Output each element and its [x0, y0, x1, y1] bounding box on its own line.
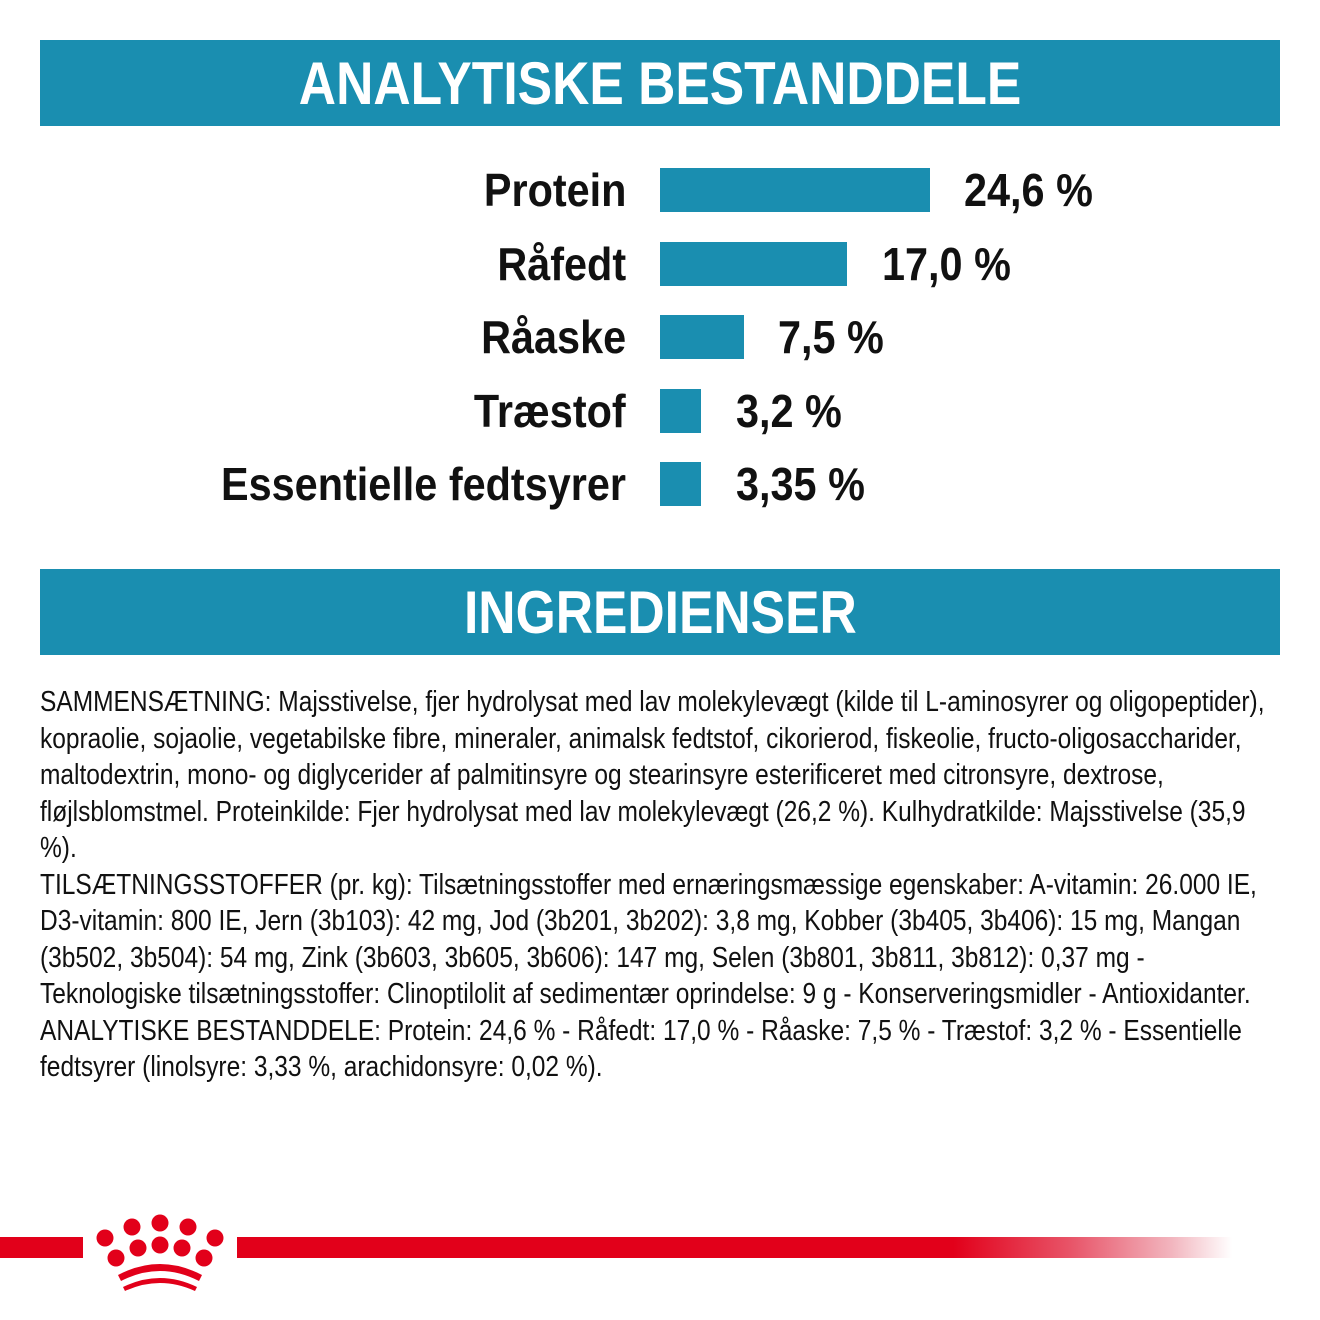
bar-label: Råaske — [480, 311, 626, 363]
additives-paragraph: TILSÆTNINGSSTOFFER (pr. kg): Tilsætnings… — [40, 868, 1257, 1011]
bar — [660, 389, 701, 433]
bar-label: Træstof — [474, 385, 626, 437]
brand-stripe-right — [237, 1237, 1232, 1258]
bar-value: 3,2 % — [736, 385, 842, 437]
bar — [660, 315, 744, 359]
bar-label: Råfedt — [497, 238, 626, 290]
analytic-bar-chart: Protein 24,6 % Råfedt 17,0 % Råaske 7,5 … — [0, 0, 1320, 560]
chart-row-essentielle-fedtsyrer: Essentielle fedtsyrer 3,35 % — [0, 458, 1320, 510]
bar — [660, 242, 847, 286]
bar-label: Protein — [483, 164, 626, 216]
ingredients-title: INGREDIENSER — [463, 578, 857, 646]
bar-value: 17,0 % — [882, 238, 1011, 290]
bar-value: 24,6 % — [964, 164, 1093, 216]
bar-label: Essentielle fedtsyrer — [220, 458, 626, 510]
bar-value: 3,35 % — [736, 458, 865, 510]
chart-row-rafedt: Råfedt 17,0 % — [0, 238, 1320, 290]
analytic-constituents-paragraph: ANALYTISKE BESTANDDELE: Protein: 24,6 % … — [40, 1014, 1242, 1084]
chart-row-raaske: Råaske 7,5 % — [0, 311, 1320, 363]
ingredients-text: SAMMENSÆTNING: Majsstivelse, fjer hydrol… — [40, 684, 1270, 1086]
ingredients-banner: INGREDIENSER — [40, 569, 1280, 655]
bar — [660, 462, 701, 506]
crown-logo-icon — [96, 1214, 224, 1291]
chart-row-protein: Protein 24,6 % — [0, 164, 1320, 216]
bar-value: 7,5 % — [778, 311, 884, 363]
chart-row-traestof: Træstof 3,2 % — [0, 385, 1320, 437]
bar — [660, 168, 930, 212]
composition-paragraph: SAMMENSÆTNING: Majsstivelse, fjer hydrol… — [40, 686, 1265, 864]
brand-stripe-left — [0, 1237, 83, 1258]
analytic-constituents-title: ANALYTISKE BESTANDDELE — [298, 49, 1022, 117]
analytic-constituents-banner: ANALYTISKE BESTANDDELE — [40, 40, 1280, 126]
